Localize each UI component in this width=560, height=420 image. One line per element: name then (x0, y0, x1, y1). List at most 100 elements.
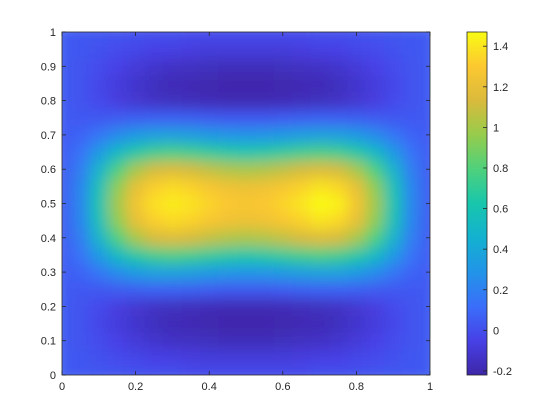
heatmap-cell (181, 194, 201, 213)
colorbar-tick-label: 0.6 (493, 204, 508, 216)
heatmap-cell (402, 280, 422, 299)
heatmap-cell (108, 212, 127, 230)
colorbar-tick-label: 1.2 (493, 82, 508, 94)
heatmap-cell (273, 177, 293, 196)
heatmap-cell (402, 229, 422, 247)
heatmap-cell (181, 280, 201, 299)
heatmap-cell (71, 57, 91, 76)
heatmap-cell (420, 177, 430, 196)
heatmap-cell (236, 40, 256, 59)
heatmap-cell (218, 194, 238, 213)
heatmap-cell (163, 143, 183, 162)
heatmap-cell (255, 349, 275, 368)
heatmap-cell (402, 40, 422, 59)
heatmap-cell (163, 92, 183, 110)
heatmap-cell (62, 263, 72, 282)
heatmap-cell (273, 212, 293, 230)
heatmap-cell (163, 297, 183, 316)
heatmap-cell (365, 40, 385, 59)
heatmap-cell (89, 74, 109, 93)
heatmap-cell (328, 297, 348, 316)
heatmap-cell (200, 349, 219, 368)
heatmap-cell (218, 349, 238, 368)
heatmap-cell (328, 109, 348, 127)
heatmap-cell (402, 143, 422, 162)
heatmap-cell (384, 160, 403, 179)
heatmap-cell (402, 57, 422, 76)
heatmap-cell (402, 332, 422, 350)
heatmap-cell (292, 263, 311, 282)
heatmap-cell (402, 160, 422, 179)
heatmap-cell (144, 32, 164, 42)
heatmap-cell (236, 297, 256, 316)
x-tick-label: 0.8 (349, 381, 364, 393)
heatmap-cell (347, 32, 367, 42)
heatmap-cell (126, 143, 146, 162)
heatmap-cell (62, 366, 72, 375)
colorbar-tick-label: 1.4 (493, 41, 508, 53)
heatmap-cell (218, 314, 238, 333)
heatmap-cell (62, 92, 72, 110)
heatmap-cell (181, 57, 201, 76)
heatmap-cell (144, 74, 164, 93)
heatmap-cell (292, 280, 311, 299)
heatmap-cell (384, 297, 403, 316)
heatmap-cell (144, 229, 164, 247)
heatmap-cell (402, 349, 422, 368)
heatmap-cell (402, 74, 422, 93)
heatmap-cell (236, 246, 256, 265)
heatmap-cell (384, 109, 403, 127)
heatmap-cell (163, 32, 183, 42)
heatmap-cell (236, 109, 256, 127)
heatmap-cell (347, 109, 367, 127)
heatmap-cell (144, 332, 164, 350)
heatmap-cell (163, 332, 183, 350)
colorbar-tick-label: 0.4 (493, 244, 508, 256)
heatmap-cell (62, 126, 72, 145)
heatmap-cell (310, 177, 330, 196)
colorbar-tick-label: 0.2 (493, 285, 508, 297)
heatmap-cell (347, 126, 367, 145)
heatmap-cell (126, 177, 146, 196)
heatmap-cell (365, 32, 385, 42)
heatmap-cell (255, 32, 275, 42)
colorbar-frame (466, 31, 488, 376)
heatmap-cell (89, 366, 109, 375)
x-tick-label: 0.6 (275, 381, 290, 393)
heatmap-cell (89, 57, 109, 76)
heatmap-cell (384, 57, 403, 76)
heatmap-cell (255, 160, 275, 179)
heatmap-cell (420, 109, 430, 127)
heatmap-cell (144, 297, 164, 316)
heatmap-cell (181, 126, 201, 145)
heatmap-cell (71, 212, 91, 230)
heatmap-cell (347, 74, 367, 93)
heatmap-cell (328, 177, 348, 196)
heatmap-cell (126, 280, 146, 299)
heatmap-cell (365, 212, 385, 230)
heatmap-cell (420, 280, 430, 299)
heatmap-cell (89, 349, 109, 368)
heatmap-cell (365, 109, 385, 127)
heatmap-cell (181, 246, 201, 265)
x-tick-label: 0.2 (128, 381, 143, 393)
heatmap-cell (62, 74, 72, 93)
heatmap-cell (89, 280, 109, 299)
heatmap-cell (108, 177, 127, 196)
y-tick-label: 0.8 (41, 96, 56, 108)
heatmap-cell (108, 92, 127, 110)
heatmap-cell (126, 40, 146, 59)
heatmap-cell (200, 246, 219, 265)
y-tick-label: 0.1 (41, 336, 56, 348)
heatmap-cell (255, 92, 275, 110)
heatmap-cell (273, 229, 293, 247)
heatmap-cell (402, 177, 422, 196)
y-tick-label: 0 (50, 370, 56, 382)
heatmap-cell (218, 74, 238, 93)
heatmap-cell (420, 332, 430, 350)
heatmap-cell (71, 40, 91, 59)
colorbar-tick-label: 1 (493, 122, 499, 134)
heatmap-cell (384, 92, 403, 110)
heatmap-cell (292, 177, 311, 196)
heatmap-cell (62, 297, 72, 316)
